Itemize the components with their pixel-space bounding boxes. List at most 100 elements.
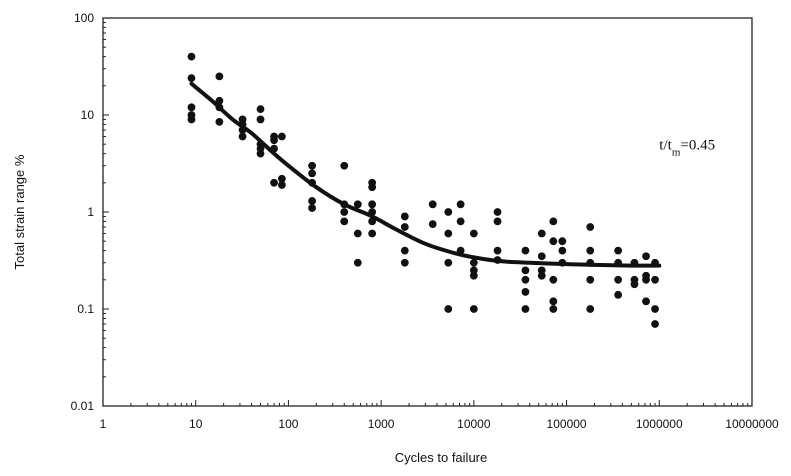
data-point [469,266,478,275]
data-point [256,144,265,153]
data-point [493,208,502,216]
data-point [586,305,595,313]
x-tick-label: 1000000 [636,417,683,431]
data-point [308,169,316,178]
data-point [444,305,453,313]
data-layer [187,52,659,328]
data-point [368,229,377,238]
data-point [256,115,265,124]
data-point [270,178,278,187]
data-point [444,258,453,267]
data-point [444,229,453,238]
data-point [277,181,286,189]
data-point [651,275,659,284]
data-point [187,52,196,61]
data-point [215,96,224,105]
y-axis-title: Total strain range % [12,154,27,269]
data-point [586,246,595,255]
y-tick-label: 0.1 [77,302,94,316]
data-point [537,271,546,280]
data-point [444,208,453,216]
x-tick-label: 10000000 [725,417,779,431]
data-point [456,217,465,226]
data-point [521,305,530,313]
data-point [340,217,349,226]
x-tick-label: 1 [100,417,107,431]
data-point [493,217,502,226]
data-point [400,246,409,255]
data-point [256,105,265,114]
data-point [521,288,530,296]
data-point [308,197,316,205]
data-point [187,103,196,112]
data-point [651,305,659,313]
annotation-tail: =0.45 [680,138,715,154]
y-tick-label: 100 [74,11,94,25]
data-point [277,132,286,141]
data-point [270,136,278,145]
fit-curve [189,81,662,268]
data-point [521,246,530,255]
x-tick-label: 10 [189,417,203,431]
data-point [537,229,546,238]
data-point [537,252,546,261]
data-point [368,183,377,192]
data-point [558,237,567,246]
data-point [586,223,595,231]
data-point [521,266,530,275]
data-point [642,252,650,261]
data-point [368,200,377,209]
data-point [537,266,546,275]
data-point [469,305,478,313]
data-point [549,217,558,226]
x-axis-title: Cycles to failure [395,450,487,465]
y-tick-label: 0.01 [71,399,95,413]
data-point [549,305,558,313]
data-point [308,161,316,170]
data-point [187,74,196,83]
data-point [353,229,362,238]
data-point [549,297,558,306]
data-point [614,275,623,284]
data-point [187,115,196,124]
annotation-main: t/t [659,138,672,154]
data-point [521,275,530,284]
data-point [428,220,437,229]
data-point [469,229,478,238]
data-point [586,275,595,284]
data-point [558,246,567,255]
data-point [400,212,409,221]
data-point [277,174,286,183]
annotation-subscript: m [672,147,681,159]
y-tick-label: 10 [81,108,95,122]
data-point [469,271,478,280]
data-point [614,290,623,299]
data-point [642,275,650,284]
data-point [340,208,349,216]
label-layer: Cycles to failure Total strain range % t… [12,138,715,465]
data-point [651,320,659,328]
y-tick-label: 1 [87,205,94,219]
data-point [428,200,437,209]
data-point [215,72,224,81]
data-point [549,275,558,284]
data-point [308,204,316,212]
fit-layer [189,81,662,268]
data-point [340,161,349,170]
plot-frame [102,17,753,407]
data-point [456,200,465,209]
x-tick-label: 1000 [368,417,395,431]
strain-ratio-annotation: t/tm=0.45 [659,138,715,159]
data-point [493,246,502,255]
x-tick-label: 100 [278,417,298,431]
data-point [353,258,362,267]
data-point [469,258,478,267]
data-point [614,246,623,255]
x-tick-label: 100000 [547,417,587,431]
data-point [238,132,247,141]
data-point [630,280,639,289]
data-point [642,297,650,306]
data-point [215,117,224,126]
